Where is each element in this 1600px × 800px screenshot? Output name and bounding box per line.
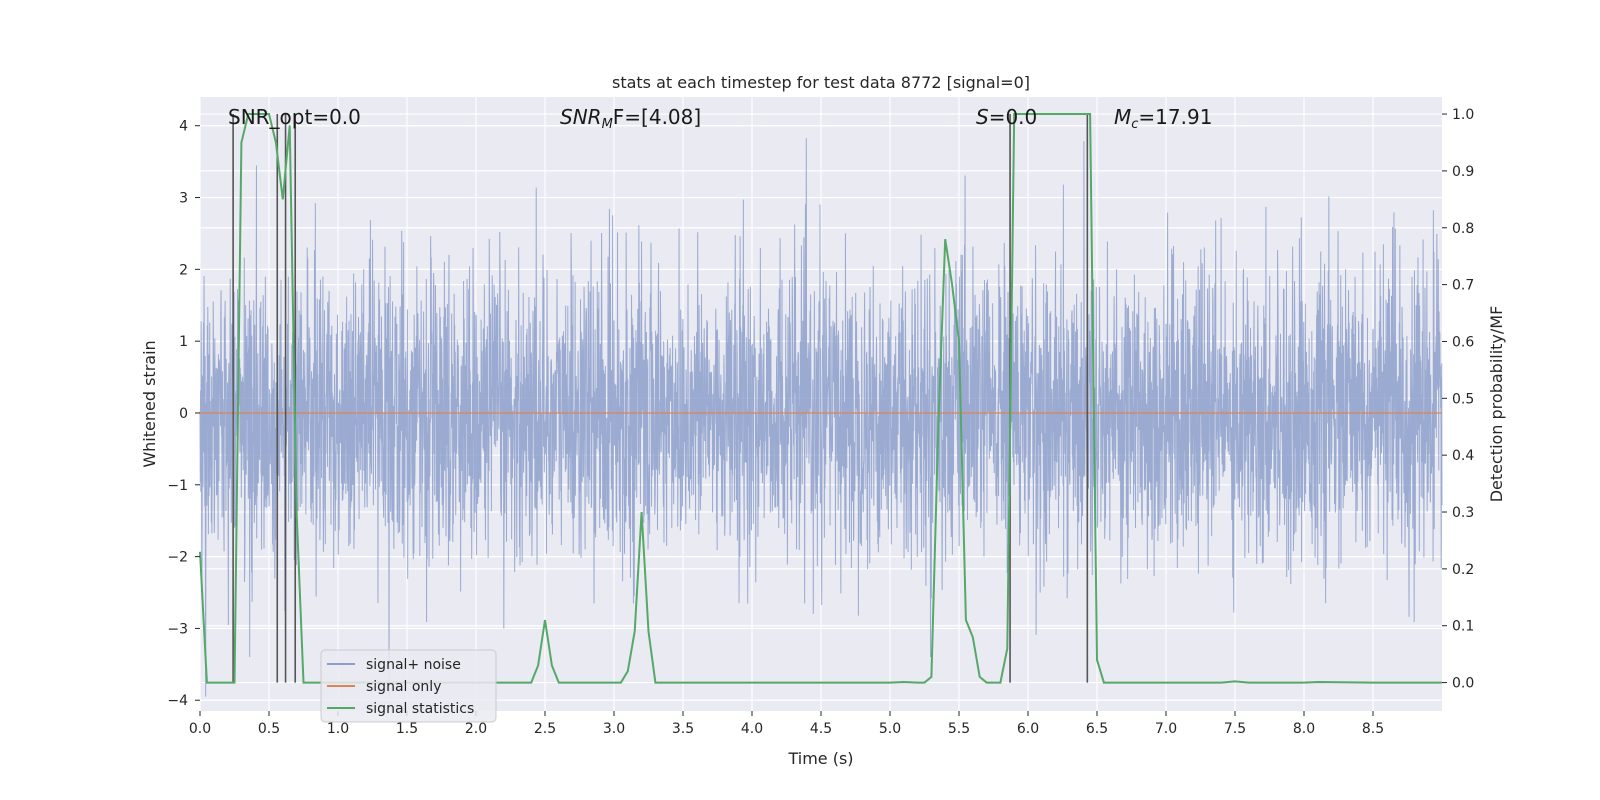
y-tick-label: −1 (167, 478, 188, 494)
snr-mf-subscript: M (602, 117, 613, 132)
x-tick-label: 0.5 (258, 721, 280, 737)
y-tick-right-label: 0.6 (1452, 334, 1474, 350)
x-tick-label: 7.5 (1224, 721, 1246, 737)
noise-series (199, 138, 1443, 697)
x-tick-label: 0.0 (189, 721, 211, 737)
chart-title: stats at each timestep for test data 877… (612, 73, 1030, 92)
x-tick-label: 4.5 (810, 721, 832, 737)
axes: 0.0 0.5 1.0 1.5 2.0 2.5 3.0 3.5 4.0 4.5 5.0 5.5 6.0 6… (167, 107, 1474, 737)
y-tick-right-label: 0.0 (1452, 676, 1474, 692)
noise-line (199, 138, 1443, 697)
y-tick-right-label: 0.4 (1452, 448, 1474, 464)
legend-box (320, 649, 497, 723)
y-tick-label: 2 (179, 262, 188, 278)
snr-opt-annotation: SNR_opt=0.0 (228, 105, 361, 129)
y-tick-right-label: 0.9 (1452, 164, 1474, 180)
snr-mf-base: SNR (560, 105, 602, 129)
legend-entry-noise: signal+ noise (366, 657, 461, 673)
legend-entry-signal-only: signal only (366, 679, 441, 695)
y-tick-right-label: 0.1 (1452, 619, 1474, 635)
snr-mf-value: F=[4.08] (613, 105, 701, 129)
x-tick-label: 5.0 (879, 721, 901, 737)
x-tick-label: 3.5 (672, 721, 694, 737)
x-tick-label: 7.0 (1155, 721, 1177, 737)
y-tick-right-label: 0.2 (1452, 562, 1474, 578)
y-tick-label: −2 (167, 550, 188, 566)
x-tick-label: 6.5 (1086, 721, 1108, 737)
x-tick-label: 4.0 (741, 721, 763, 737)
annotations: SNR_opt=0.0 SNRMF=[4.08] S=0.0 Mc=17.91 (228, 105, 1212, 132)
x-tick-label: 3.0 (603, 721, 625, 737)
x-axis-label: Time (s) (787, 749, 853, 768)
x-tick-label: 1.0 (327, 721, 349, 737)
y-tick-label: 3 (179, 191, 188, 207)
x-tick-label: 6.0 (1017, 721, 1039, 737)
y-axis-label: Whitened strain (140, 340, 159, 467)
mc-subscript: c (1131, 117, 1138, 132)
x-tick-label: 5.5 (948, 721, 970, 737)
y-tick-right-label: 1.0 (1452, 107, 1474, 123)
y-tick-right-label: 0.3 (1452, 505, 1474, 521)
legend-entry-statistics: signal statistics (366, 701, 474, 717)
y-axis-right-label: Detection probability/MF (1487, 306, 1506, 503)
statistics-line (199, 113, 1442, 684)
y-tick-label: −4 (167, 693, 188, 709)
mc-base: M (1114, 105, 1131, 129)
legend: signal+ noise signal only signal statist… (320, 649, 497, 723)
snr-mf-annotation: SNRMF=[4.08] (560, 105, 701, 132)
x-tick-label: 8.5 (1362, 721, 1384, 737)
y-tick-label: 1 (179, 334, 188, 350)
s-annotation: S=0.0 (976, 105, 1037, 129)
x-tick-label: 8.0 (1293, 721, 1315, 737)
s-label: S (976, 105, 989, 129)
y-tick-right-label: 0.8 (1452, 221, 1474, 237)
y-tick-label: −3 (167, 621, 188, 637)
y-tick-right-label: 0.7 (1452, 278, 1474, 294)
s-value: =0.0 (989, 105, 1038, 129)
y-tick-label: 0 (179, 406, 188, 422)
x-tick-label: 2.5 (534, 721, 556, 737)
mc-annotation: Mc=17.91 (1114, 105, 1212, 132)
mc-value: =17.91 (1138, 105, 1212, 129)
y-tick-right-label: 0.5 (1452, 391, 1474, 407)
x-tick-label: 1.5 (396, 721, 418, 737)
y-tick-label: 4 (179, 119, 188, 135)
x-tick-label: 2.0 (465, 721, 487, 737)
statistics-series (199, 113, 1442, 684)
